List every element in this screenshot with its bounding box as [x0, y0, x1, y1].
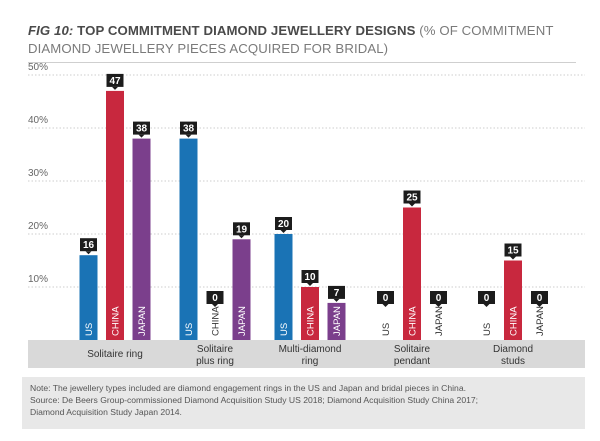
- series-label-japan: JAPAN: [137, 306, 148, 336]
- bar-china: [106, 90, 124, 341]
- series-label-china: CHINA: [509, 306, 520, 336]
- value-label-box: [478, 291, 495, 304]
- value-label-pointer: [138, 134, 145, 138]
- value-label-pointer: [185, 134, 192, 138]
- value-label: 0: [537, 293, 543, 304]
- category-label: ring: [302, 356, 319, 367]
- category-label: Solitaire: [197, 344, 234, 355]
- series-label-china: CHINA: [211, 306, 222, 336]
- series-label-us: US: [381, 323, 392, 336]
- value-label: 0: [436, 293, 442, 304]
- value-label-box: [275, 217, 292, 230]
- value-label: 20: [278, 219, 290, 230]
- series-label-china: CHINA: [306, 306, 317, 336]
- category-label: Diamond: [493, 344, 533, 355]
- value-label-pointer: [483, 304, 490, 307]
- value-label: 16: [83, 240, 95, 251]
- value-label: 15: [507, 246, 519, 257]
- value-label-box: [403, 190, 421, 204]
- bar-china: [403, 207, 421, 340]
- source-line: Source: De Beers Group-commissioned Diam…: [30, 395, 479, 406]
- value-label-box: [133, 121, 150, 135]
- value-label-pointer: [238, 235, 245, 239]
- title-subtitle: (% OF COMMITMENT DIAMOND JEWELLERY PIECE…: [28, 23, 554, 56]
- value-label-box: [328, 285, 345, 299]
- value-label-box: [377, 291, 394, 304]
- series-label-us: US: [84, 323, 95, 336]
- bar-us: [274, 234, 293, 340]
- notes-background: [22, 377, 585, 429]
- category-label: studs: [501, 356, 525, 367]
- bar-japan: [132, 138, 151, 340]
- series-label-japan: JAPAN: [332, 306, 343, 336]
- value-label-box: [430, 291, 447, 304]
- value-label-box: [206, 291, 224, 304]
- title-divider: [28, 62, 576, 63]
- chart-title: FIG 10: TOP COMMITMENT DIAMOND JEWELLERY…: [28, 22, 588, 58]
- series-label-japan: JAPAN: [237, 306, 248, 336]
- series-label-us: US: [482, 323, 493, 336]
- value-label: 0: [383, 293, 389, 304]
- value-label-box: [233, 222, 250, 236]
- title-main: TOP COMMITMENT DIAMOND JEWELLERY DESIGNS: [77, 23, 416, 38]
- value-label: 38: [136, 124, 148, 135]
- value-label-box: [531, 291, 548, 304]
- category-band: [28, 340, 585, 368]
- value-label-pointer: [409, 203, 415, 207]
- y-tick-label: 20%: [28, 221, 48, 232]
- value-label: 10: [304, 272, 316, 283]
- value-label: 0: [484, 293, 490, 304]
- value-label: 0: [212, 293, 218, 304]
- y-tick-label: 30%: [28, 168, 48, 179]
- value-label-pointer: [212, 304, 218, 307]
- bar-us: [179, 138, 198, 340]
- category-label: Multi-diamond: [279, 344, 342, 355]
- category-label: plus ring: [196, 356, 234, 367]
- bar-japan: [232, 239, 251, 340]
- series-label-china: CHINA: [408, 306, 419, 336]
- series-label-japan: JAPAN: [434, 306, 445, 336]
- value-label-box: [504, 243, 522, 257]
- value-label-pointer: [536, 304, 543, 307]
- bar-us: [79, 255, 98, 340]
- y-tick-label: 40%: [28, 115, 48, 126]
- series-label-us: US: [279, 323, 290, 336]
- value-label: 38: [183, 124, 195, 135]
- value-label-box: [80, 238, 97, 252]
- source-line: Diamond Acquisition Study Japan 2014.: [30, 407, 182, 418]
- figure-number: FIG 10:: [28, 23, 74, 38]
- note-line: Note: The jewellery types included are d…: [30, 383, 467, 393]
- value-label-pointer: [333, 298, 340, 302]
- value-label: 47: [109, 76, 121, 87]
- value-label-pointer: [307, 283, 313, 286]
- series-label-china: CHINA: [111, 306, 122, 336]
- category-label: Solitaire ring: [87, 349, 143, 360]
- value-label: 25: [406, 193, 418, 204]
- value-label: 7: [334, 288, 340, 299]
- bar-china: [504, 260, 522, 340]
- series-label-japan: JAPAN: [535, 306, 546, 336]
- series-label-us: US: [184, 323, 195, 336]
- y-tick-label: 50%: [28, 62, 48, 73]
- value-label-pointer: [280, 230, 287, 233]
- notes: Note: The jewellery types included are d…: [30, 382, 585, 419]
- y-tick-label: 10%: [28, 274, 48, 285]
- value-label: 19: [236, 224, 248, 235]
- value-label-box: [301, 270, 319, 283]
- bar-japan: [327, 302, 346, 340]
- value-label-box: [106, 73, 124, 87]
- value-label-pointer: [85, 251, 92, 255]
- value-label-pointer: [382, 304, 389, 307]
- category-label: Solitaire: [394, 344, 431, 355]
- category-label: pendant: [394, 356, 430, 367]
- bar-china: [301, 287, 319, 340]
- value-label-box: [180, 121, 197, 135]
- value-label-pointer: [510, 256, 516, 260]
- value-label-pointer: [435, 304, 442, 307]
- value-label-pointer: [112, 86, 118, 90]
